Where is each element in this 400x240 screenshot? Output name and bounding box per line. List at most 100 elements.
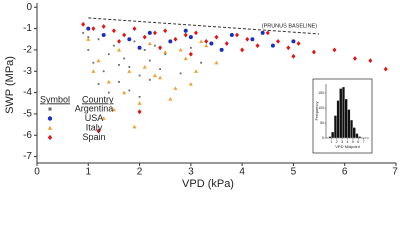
point xyxy=(352,56,357,61)
point xyxy=(173,36,178,42)
point xyxy=(137,101,142,105)
point xyxy=(219,47,224,52)
point xyxy=(147,30,152,35)
point xyxy=(204,39,209,44)
point xyxy=(113,44,115,47)
point xyxy=(158,75,163,80)
point xyxy=(101,33,106,37)
legend-marker xyxy=(47,116,53,121)
point xyxy=(188,35,193,40)
point xyxy=(97,83,100,85)
histogram-bar xyxy=(341,86,345,139)
point xyxy=(137,109,142,115)
inset-x-tick-label: 3 xyxy=(341,140,343,144)
point xyxy=(123,57,126,60)
histogram-bar xyxy=(352,127,356,139)
point xyxy=(96,58,101,63)
histogram-bar xyxy=(350,119,354,139)
point xyxy=(143,49,146,51)
point xyxy=(122,90,127,95)
inset-x-tick-label: 4 xyxy=(347,140,349,144)
point xyxy=(188,82,193,86)
inset-y-tick-label: 150 xyxy=(318,91,324,95)
x-tick-label: 2 xyxy=(137,167,143,178)
inset-x-tick-label: 5 xyxy=(352,140,354,144)
point xyxy=(138,95,141,98)
histogram-bar xyxy=(355,133,359,139)
histogram-bar xyxy=(336,100,340,139)
y-tick-label: -2 xyxy=(23,45,32,56)
point xyxy=(214,34,219,40)
x-tick-label: 5 xyxy=(291,167,297,178)
legend-header: Symbol xyxy=(40,94,70,104)
point xyxy=(173,86,178,90)
inset-x-tick-label: 2 xyxy=(336,140,338,144)
point xyxy=(118,63,120,66)
point xyxy=(214,60,219,65)
baseline xyxy=(88,17,320,35)
point xyxy=(255,43,260,49)
x-axis-label: VPD (kPa) xyxy=(182,178,234,190)
legend-marker xyxy=(48,107,52,111)
point xyxy=(152,30,157,36)
point xyxy=(118,81,120,83)
point xyxy=(148,78,151,81)
point xyxy=(270,43,275,48)
point xyxy=(127,37,132,42)
point xyxy=(158,45,163,51)
point xyxy=(240,47,245,53)
point xyxy=(142,34,147,40)
inset-y-tick-label: 50 xyxy=(320,121,324,125)
legend-marker xyxy=(47,125,53,130)
point xyxy=(204,43,209,48)
point xyxy=(164,53,167,56)
point xyxy=(383,66,388,72)
point xyxy=(183,32,188,38)
point xyxy=(91,69,96,73)
point xyxy=(178,47,183,52)
point xyxy=(133,40,136,43)
point xyxy=(229,33,234,37)
y-tick-label: 0 xyxy=(26,2,32,13)
x-tick-label: 6 xyxy=(342,167,348,178)
point xyxy=(117,39,122,44)
point xyxy=(188,51,193,57)
histogram-bar xyxy=(347,109,351,139)
histogram-bar xyxy=(339,88,343,139)
inset-x-axis-label: VPD Midpoint xyxy=(335,144,360,149)
point xyxy=(82,31,85,34)
inset-y-tick-label: 0 xyxy=(322,136,324,140)
x-tick-label: 1 xyxy=(86,167,92,178)
point xyxy=(111,107,116,112)
legend-label: USA xyxy=(85,113,104,123)
point xyxy=(132,124,137,129)
point xyxy=(286,45,291,51)
point xyxy=(189,46,192,49)
point xyxy=(276,39,281,44)
inset-y-tick-label: 100 xyxy=(318,106,324,110)
point xyxy=(128,66,131,68)
point xyxy=(107,53,110,56)
point xyxy=(97,38,100,41)
point xyxy=(163,50,168,54)
point xyxy=(168,39,173,44)
point xyxy=(183,28,188,33)
point xyxy=(147,41,152,46)
point xyxy=(106,79,111,84)
legend-label: Spain xyxy=(82,132,105,142)
legend-label: Argentina xyxy=(75,103,114,113)
point xyxy=(86,37,91,41)
x-tick-label: 4 xyxy=(239,167,245,178)
y-tick-label: -5 xyxy=(23,109,32,120)
point xyxy=(122,32,127,38)
point xyxy=(87,49,90,51)
point xyxy=(209,41,214,46)
point xyxy=(86,26,91,31)
point xyxy=(152,73,157,78)
point xyxy=(107,91,110,94)
point xyxy=(128,89,131,92)
x-tick-label: 3 xyxy=(188,167,194,178)
y-tick-label: -1 xyxy=(23,23,32,34)
point xyxy=(168,97,173,101)
